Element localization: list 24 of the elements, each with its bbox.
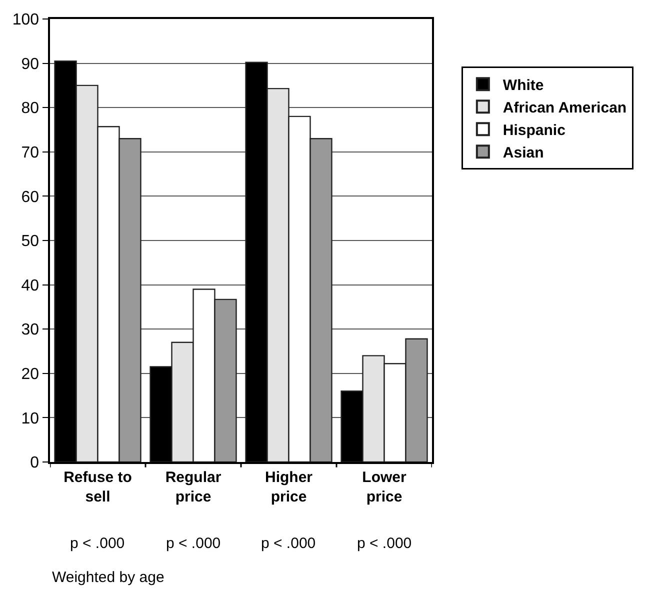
legend-label: White — [502, 77, 544, 94]
y-tick-label: 0 — [30, 454, 40, 472]
text: p < .000 — [261, 535, 316, 552]
text: p < .000 — [70, 535, 125, 552]
legend-label: Hispanic — [502, 122, 566, 139]
y-tick-label: 20 — [21, 366, 40, 383]
text: p < .000 — [166, 535, 221, 552]
y-tick-label: 10 — [21, 410, 40, 428]
y-tick-label: 30 — [21, 322, 40, 339]
x-tick-label: Refuse to sell — [64, 468, 132, 506]
x-tick-label: Lower price — [362, 468, 406, 506]
y-tick-label: 90 — [21, 56, 40, 73]
y-tick-label: 50 — [21, 233, 40, 250]
text: Weighted by age — [52, 569, 164, 586]
y-tick-label: 40 — [21, 277, 40, 294]
y-tick-label: 80 — [21, 100, 40, 118]
y-tick-label: 60 — [21, 188, 40, 206]
x-tick-label: Regular price — [165, 468, 222, 506]
x-tick-label: Higher price — [264, 468, 313, 506]
legend-label: Asian — [502, 144, 544, 162]
text: p < .000 — [357, 535, 412, 552]
y-tick-label: 100 — [12, 12, 40, 29]
legend-label: African American — [502, 100, 627, 116]
y-tick-label: 70 — [21, 144, 40, 162]
